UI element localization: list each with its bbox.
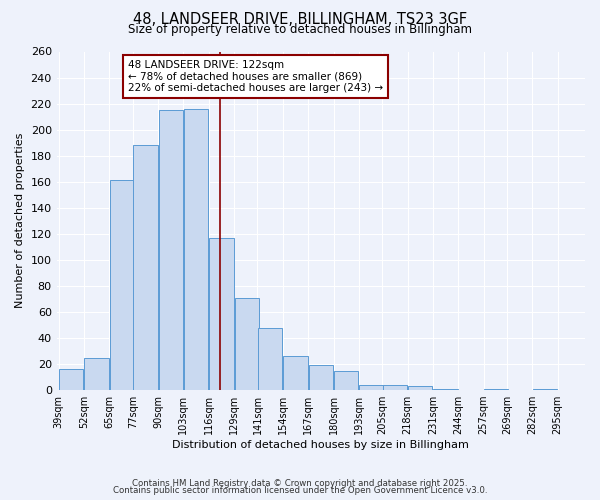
Bar: [258, 328, 283, 390]
Bar: [235, 298, 259, 390]
Bar: [85, 358, 109, 390]
Bar: [433, 389, 458, 390]
Bar: [133, 146, 158, 390]
Bar: [184, 109, 208, 390]
Text: Size of property relative to detached houses in Billingham: Size of property relative to detached ho…: [128, 22, 472, 36]
Bar: [308, 366, 333, 390]
Bar: [533, 389, 557, 390]
Bar: [158, 110, 183, 390]
Bar: [110, 180, 134, 390]
Bar: [59, 369, 83, 390]
Bar: [383, 385, 407, 390]
Text: Contains public sector information licensed under the Open Government Licence v3: Contains public sector information licen…: [113, 486, 487, 495]
Bar: [334, 370, 358, 390]
Bar: [283, 356, 308, 390]
Text: 48 LANDSEER DRIVE: 122sqm
← 78% of detached houses are smaller (869)
22% of semi: 48 LANDSEER DRIVE: 122sqm ← 78% of detac…: [128, 60, 383, 93]
Bar: [484, 389, 508, 390]
Text: 48, LANDSEER DRIVE, BILLINGHAM, TS23 3GF: 48, LANDSEER DRIVE, BILLINGHAM, TS23 3GF: [133, 12, 467, 28]
Text: Contains HM Land Registry data © Crown copyright and database right 2025.: Contains HM Land Registry data © Crown c…: [132, 478, 468, 488]
Bar: [209, 238, 233, 390]
Bar: [408, 386, 433, 390]
Bar: [359, 385, 384, 390]
X-axis label: Distribution of detached houses by size in Billingham: Distribution of detached houses by size …: [172, 440, 469, 450]
Y-axis label: Number of detached properties: Number of detached properties: [15, 133, 25, 308]
